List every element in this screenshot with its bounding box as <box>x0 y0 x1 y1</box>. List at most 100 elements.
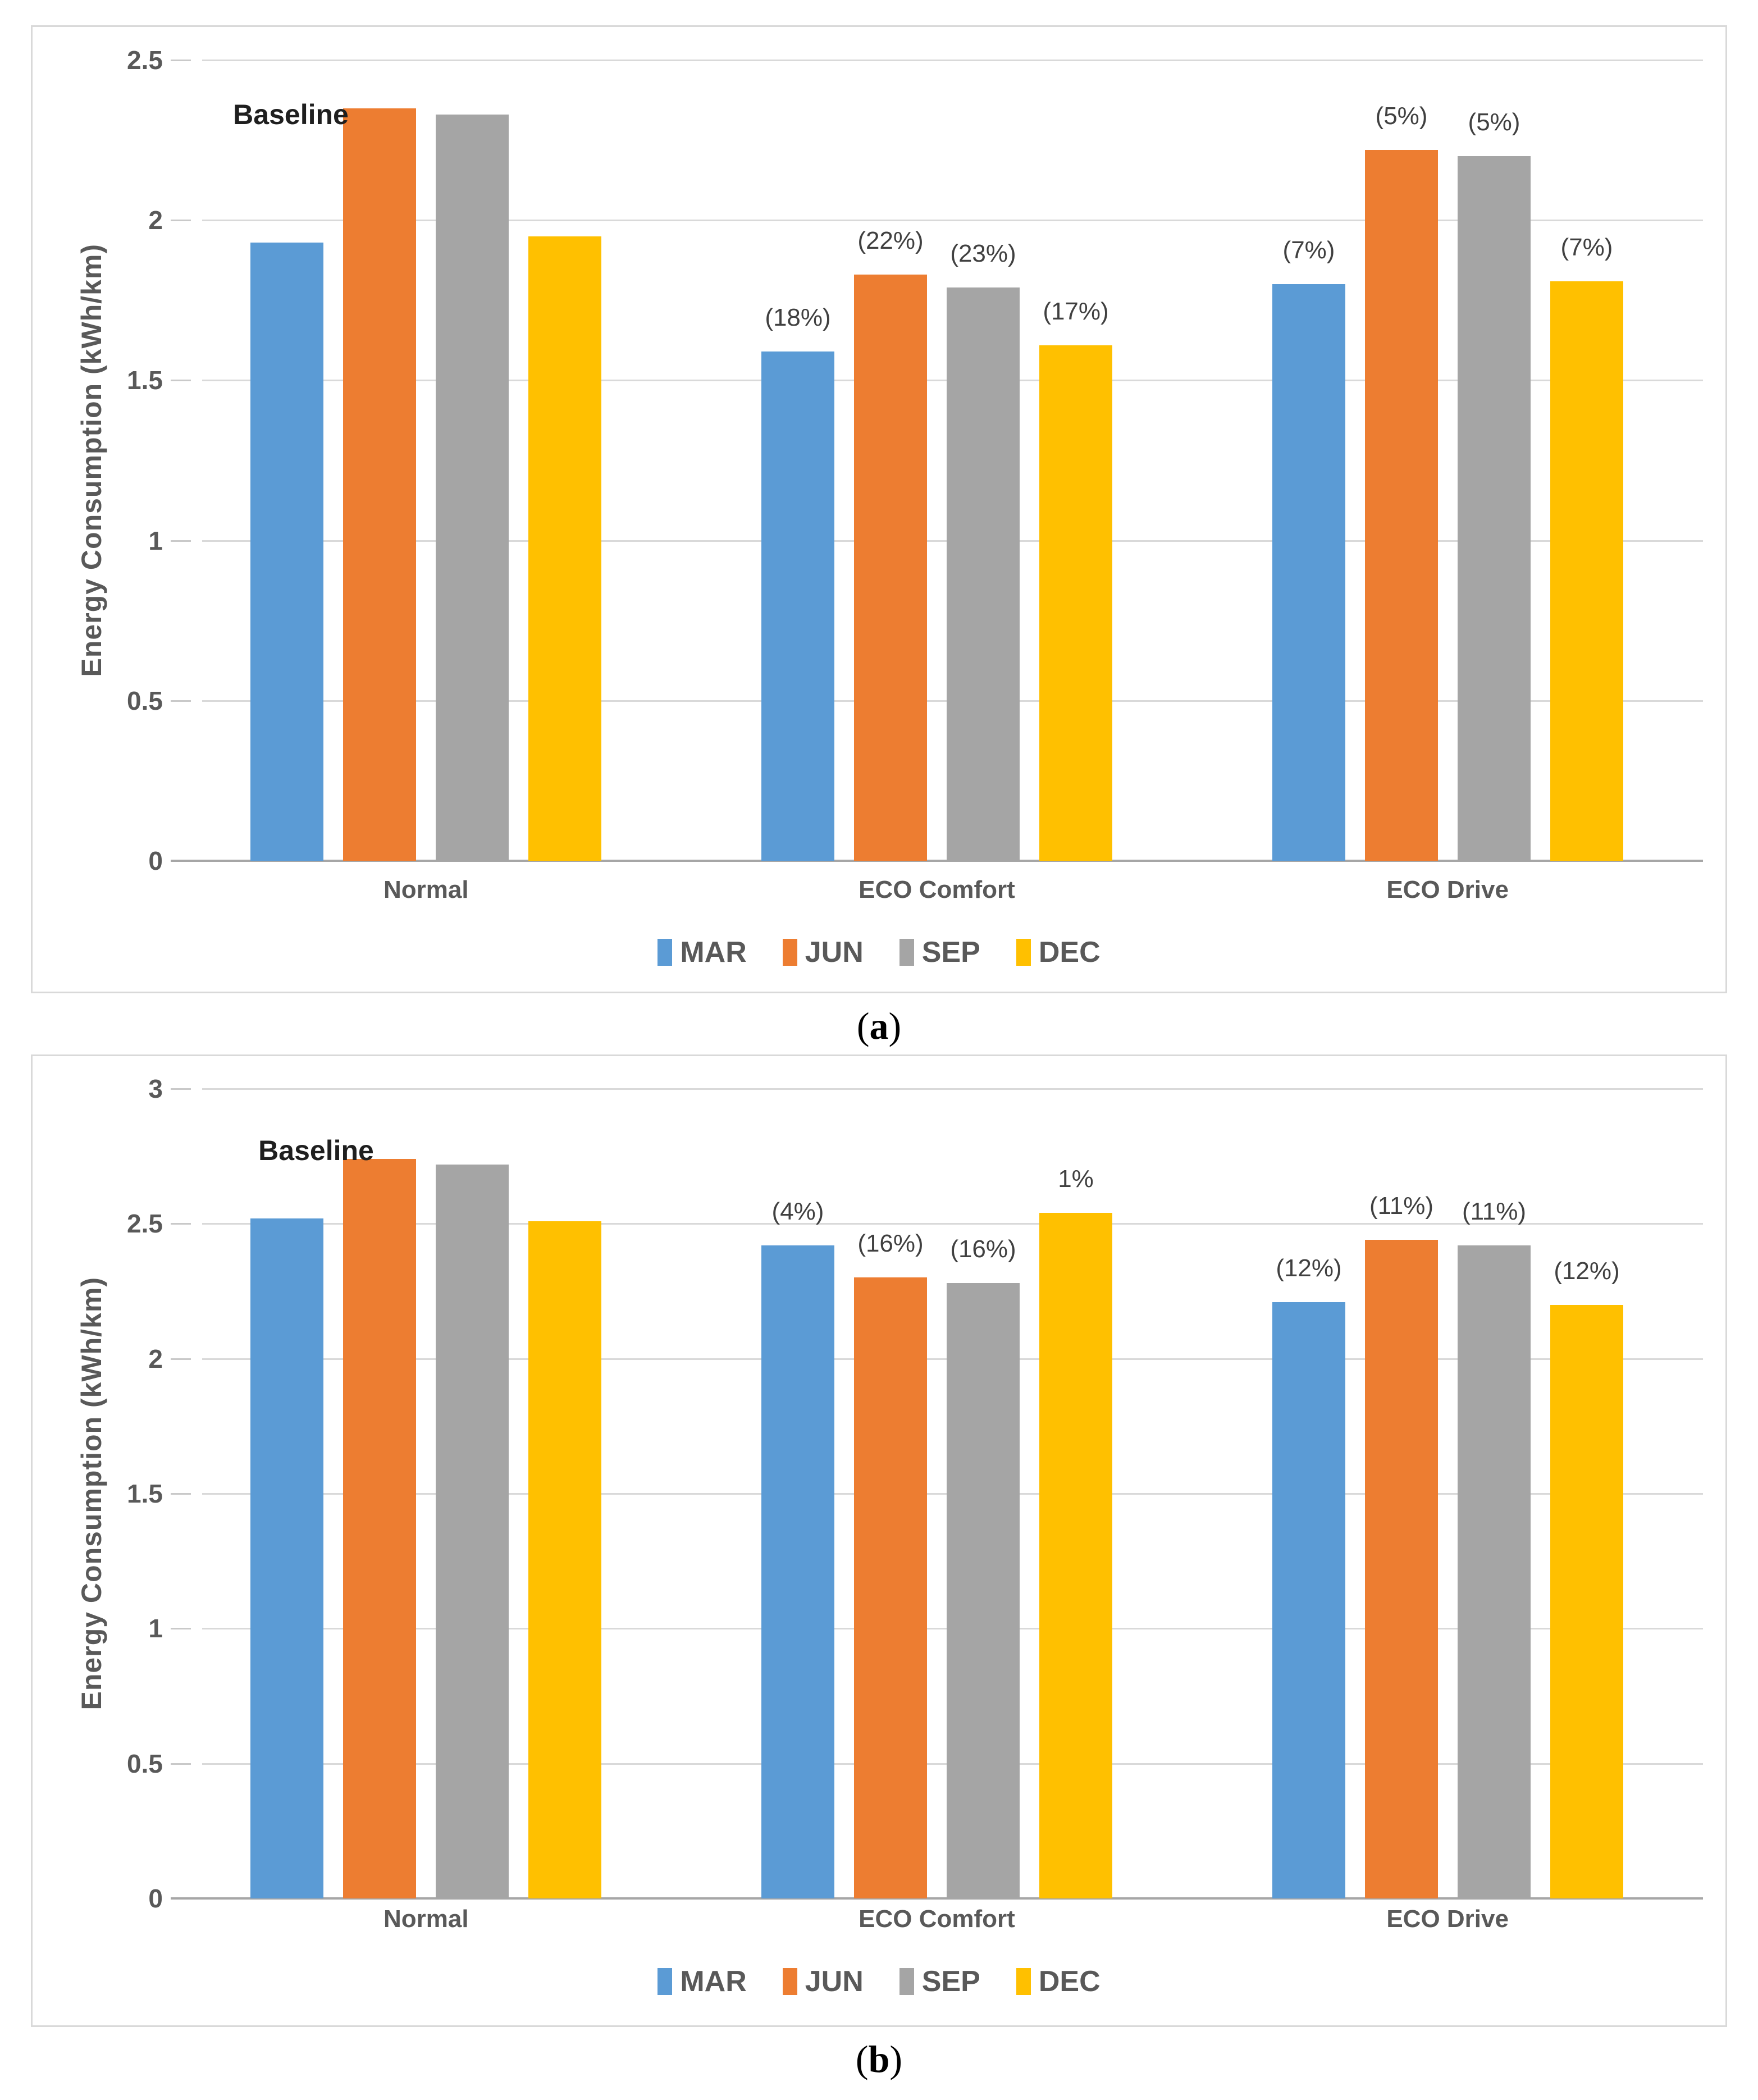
bar-annotation: (18%) <box>765 304 831 331</box>
legend-item-dec: DEC <box>1016 937 1101 968</box>
bar-dec-2 <box>1550 281 1623 861</box>
legend: MAR JUN SEP DEC <box>33 1966 1725 1997</box>
x-category-label: Normal <box>383 876 469 903</box>
legend-swatch-jun <box>782 1968 797 1995</box>
legend-swatch-mar <box>657 939 673 966</box>
caption-a-open-paren: ( <box>856 1005 870 1047</box>
legend-swatch-mar <box>657 1968 673 1995</box>
bar-sep-2 <box>1458 156 1531 861</box>
legend-item-dec: DEC <box>1016 1966 1101 1997</box>
y-tick-label: 0.5 <box>127 1749 163 1778</box>
bar-sep-0 <box>436 115 509 861</box>
x-axis-line <box>171 1897 1703 1900</box>
bar-annotation: (23%) <box>950 240 1016 267</box>
bar-annotation: (4%) <box>771 1198 824 1225</box>
bar-jun-0 <box>343 1159 416 1898</box>
x-category-label: ECO Drive <box>1386 1905 1509 1933</box>
legend-label-jun: JUN <box>805 936 864 969</box>
y-tick-label: 1.5 <box>127 366 163 395</box>
legend-item-sep: SEP <box>899 1966 980 1997</box>
bar-mar-2 <box>1272 1302 1345 1898</box>
bar-dec-1 <box>1039 1213 1112 1898</box>
bar-annotation: 1% <box>1058 1165 1094 1193</box>
bar-jun-1 <box>854 1277 927 1898</box>
bar-mar-0 <box>250 243 323 861</box>
legend-label-mar: MAR <box>680 1965 747 1998</box>
y-tick-mark <box>171 1628 191 1630</box>
y-tick-label: 0 <box>148 846 163 875</box>
legend-label-mar: MAR <box>680 936 747 969</box>
legend-swatch-jun <box>782 939 797 966</box>
legend-label-dec: DEC <box>1038 936 1101 969</box>
bar-jun-0 <box>343 108 416 861</box>
y-tick-mark <box>171 1358 191 1360</box>
y-tick-mark <box>171 1223 191 1225</box>
bar-sep-0 <box>436 1165 509 1898</box>
y-tick-label: 2 <box>148 206 163 235</box>
legend-swatch-sep <box>899 1968 914 1995</box>
y-tick-label: 3 <box>148 1074 163 1103</box>
bar-annotation: (5%) <box>1375 102 1428 130</box>
legend: MAR JUN SEP DEC <box>33 937 1725 968</box>
y-tick-mark <box>171 60 191 61</box>
y-tick-mark <box>171 700 191 702</box>
y-tick-mark <box>171 540 191 542</box>
bar-annotation: (16%) <box>857 1230 924 1257</box>
caption-b-letter: b <box>868 2038 890 2080</box>
legend-label-dec: DEC <box>1038 1965 1101 1998</box>
bar-dec-2 <box>1550 1305 1623 1898</box>
y-axis-title-text: Energy Consumption (kWh/km) <box>76 244 107 677</box>
y-tick-label: 0 <box>148 1884 163 1913</box>
legend-label-sep: SEP <box>921 1965 980 1998</box>
y-axis-title: Energy Consumption (kWh/km) <box>55 60 128 861</box>
chart-b: Energy Consumption (kWh/km) 3 2.5 2 1.5 1 0.5 0… <box>33 1056 1725 2025</box>
bar-annotation: (7%) <box>1560 234 1613 261</box>
baseline-annotation: Baseline <box>258 1135 374 1166</box>
gridline-y2 <box>202 220 1703 222</box>
legend-swatch-dec <box>1016 1968 1031 1995</box>
chart-panel-b: Energy Consumption (kWh/km) 3 2.5 2 1.5 1 0.5 0… <box>31 1054 1727 2027</box>
bar-annotation: (12%) <box>1276 1254 1342 1282</box>
caption-b-close-paren: ) <box>889 2038 903 2080</box>
legend-item-jun: JUN <box>782 1966 864 1997</box>
bar-annotation: (11%) <box>1462 1198 1527 1225</box>
caption-a: (a) <box>0 1001 1758 1054</box>
chart-panel-a: Energy Consumption (kWh/km) 2.5 2 1.5 1 0.5 0 N… <box>31 25 1727 993</box>
bar-mar-1 <box>761 1245 834 1898</box>
y-tick-label: 2 <box>148 1344 163 1373</box>
y-tick-label: 2.5 <box>127 1209 163 1239</box>
bar-annotation: (12%) <box>1554 1257 1620 1285</box>
y-tick-mark <box>171 380 191 382</box>
baseline-annotation: Baseline <box>233 99 349 130</box>
bar-annotation: (5%) <box>1468 108 1520 136</box>
y-tick-label: 0.5 <box>127 686 163 715</box>
bar-mar-0 <box>250 1218 323 1898</box>
y-tick-label: 1 <box>148 1614 163 1644</box>
bar-jun-1 <box>854 275 927 861</box>
legend-label-sep: SEP <box>921 936 980 969</box>
caption-b-open-paren: ( <box>855 2038 869 2080</box>
gridline-y3 <box>202 1088 1703 1090</box>
gridline-y2.5 <box>202 1223 1703 1225</box>
bar-dec-1 <box>1039 345 1112 861</box>
x-category-label: ECO Comfort <box>859 1905 1015 1933</box>
bar-sep-2 <box>1458 1245 1531 1898</box>
bar-jun-2 <box>1365 150 1438 861</box>
bar-sep-1 <box>947 1283 1020 1898</box>
bar-dec-0 <box>528 236 601 861</box>
bar-mar-2 <box>1272 284 1345 861</box>
y-tick-label: 1.5 <box>127 1479 163 1508</box>
legend-item-mar: MAR <box>657 936 747 969</box>
y-tick-label: 2.5 <box>127 45 163 75</box>
y-tick-mark <box>171 220 191 222</box>
x-category-label: ECO Comfort <box>859 876 1015 903</box>
y-tick-mark <box>171 1088 191 1090</box>
bar-mar-1 <box>761 351 834 861</box>
bar-annotation: (17%) <box>1043 298 1109 325</box>
caption-a-close-paren: ) <box>888 1005 902 1047</box>
bar-annotation: (22%) <box>857 227 924 254</box>
x-category-label: Normal <box>383 1905 469 1933</box>
chart-a: Energy Consumption (kWh/km) 2.5 2 1.5 1 0.5 0 N… <box>33 27 1725 992</box>
y-tick-mark <box>171 1763 191 1765</box>
